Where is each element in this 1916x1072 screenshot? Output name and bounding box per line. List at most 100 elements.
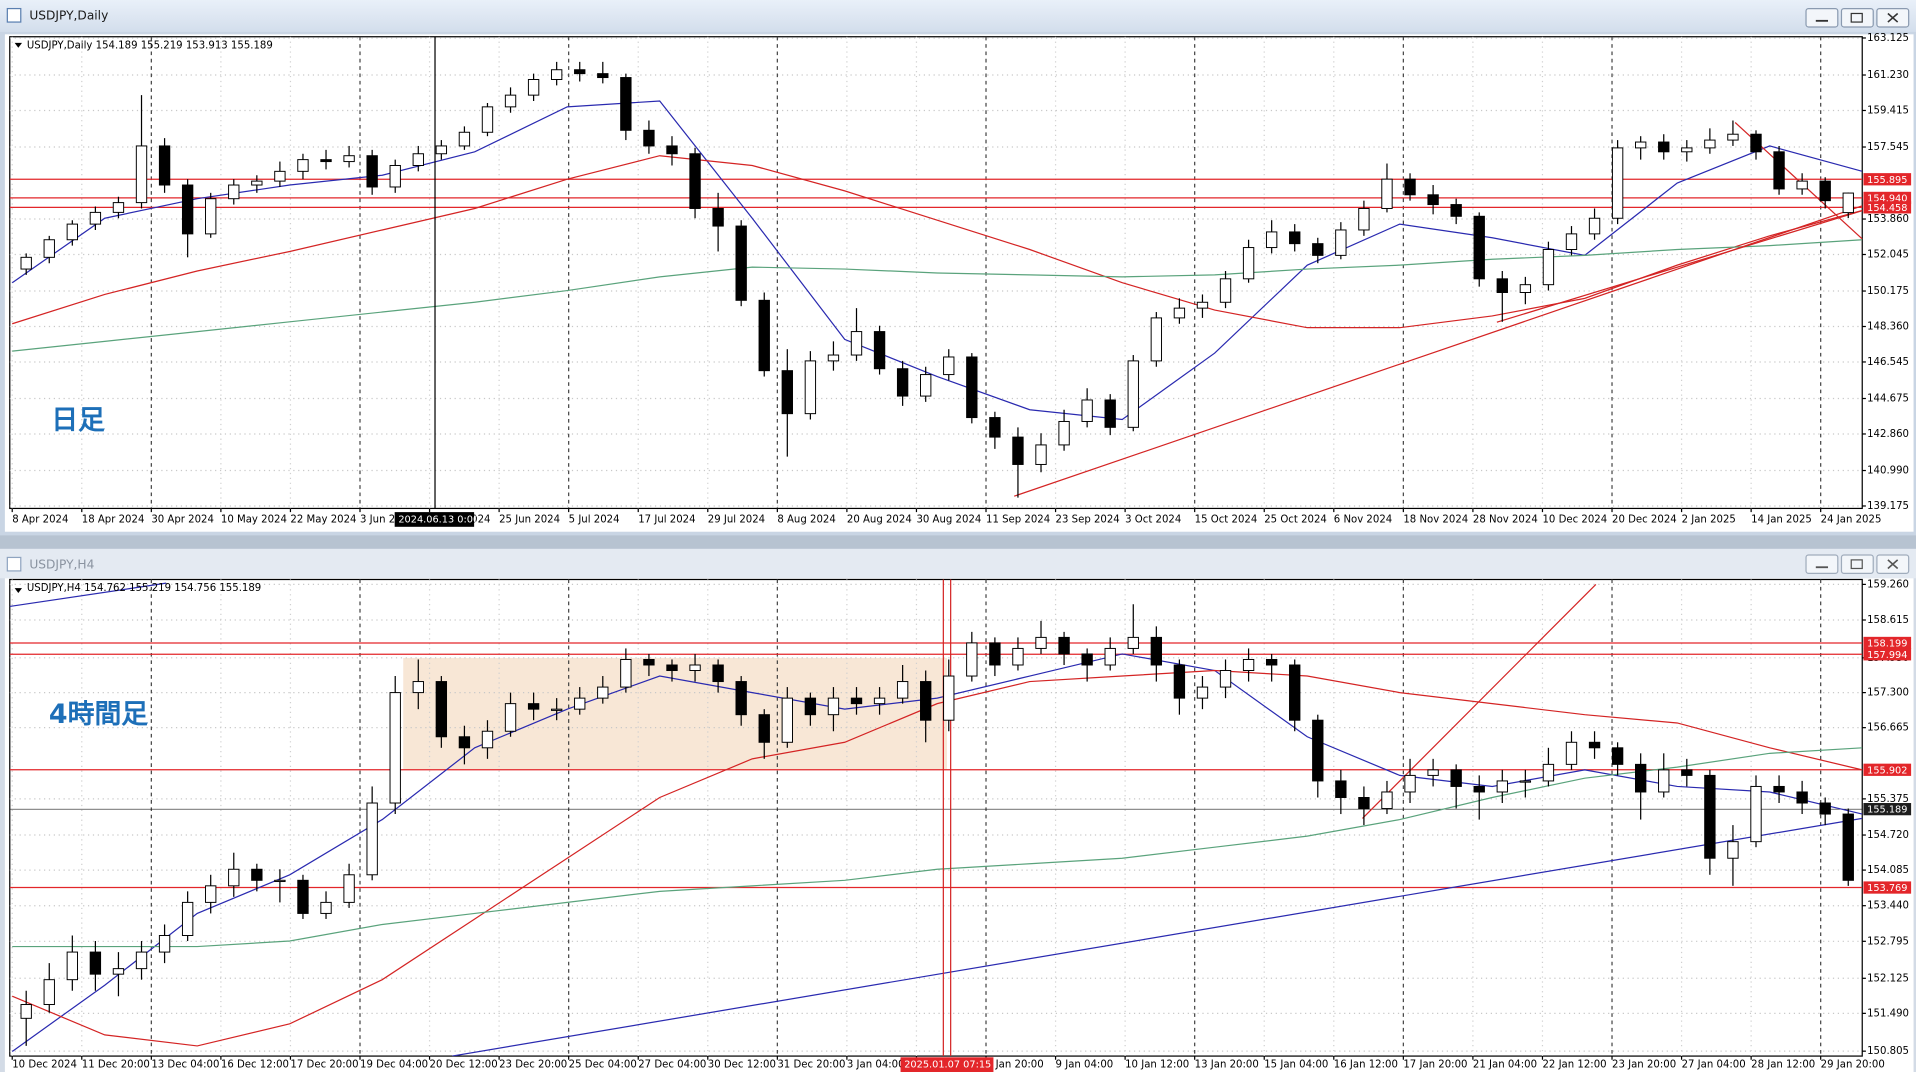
candle-body <box>1173 664 1186 699</box>
restore-button[interactable] <box>1840 7 1874 28</box>
candle-body <box>1150 636 1163 666</box>
x-tick-label: 23 Jan 20:00 <box>1612 1060 1676 1071</box>
x-tick-label: 11 Dec 20:00 <box>82 1060 150 1071</box>
candle-body <box>1173 307 1186 319</box>
candle-body <box>689 153 701 209</box>
candle-body <box>1635 763 1647 793</box>
candle-body <box>758 714 770 743</box>
candle-body <box>228 868 240 887</box>
candle-body <box>643 658 655 666</box>
candle-body <box>1681 147 1693 153</box>
candle-body <box>320 159 332 163</box>
candle-body <box>1750 133 1762 153</box>
x-tick-label: 28 Nov 2024 <box>1473 514 1538 525</box>
candle-body <box>620 77 632 131</box>
x-tick-label: 22 Jan 12:00 <box>1542 1060 1606 1071</box>
minimize-button[interactable] <box>1805 7 1839 28</box>
candle-body <box>827 354 840 362</box>
x-tick-label: 28 Jan 12:00 <box>1751 1060 1815 1071</box>
candle-body <box>1196 686 1209 699</box>
candle-body <box>1035 444 1047 465</box>
moving-average <box>12 747 1863 948</box>
candle-body <box>1242 247 1255 280</box>
candle-body <box>574 69 586 75</box>
candle-body <box>850 331 863 356</box>
x-tick-label: 3 Oct 2024 <box>1125 514 1181 525</box>
candle-body <box>781 697 793 743</box>
candle-body <box>1427 769 1439 776</box>
candle-body <box>205 885 217 903</box>
grid-layer <box>9 579 1863 1057</box>
candle-body <box>435 681 448 738</box>
x-tick-label: 8 Jan 20:00 <box>986 1060 1044 1071</box>
candle-body <box>1819 180 1831 202</box>
candle-body <box>1473 215 1485 280</box>
candle-body <box>574 697 586 710</box>
candle-body <box>597 73 609 79</box>
x-tick-label: 13 Dec 04:00 <box>151 1060 219 1071</box>
candle-body <box>251 180 263 186</box>
candle-body <box>20 1004 32 1019</box>
x-tick-label: 20 Dec 12:00 <box>430 1060 498 1071</box>
close-glyph <box>1887 559 1899 570</box>
price-level-label: 157.994 <box>1867 650 1907 661</box>
candle-body <box>896 368 909 397</box>
candle-body <box>20 256 32 270</box>
x-tick-label: 16 Dec 12:00 <box>221 1060 289 1071</box>
candle-body <box>1381 178 1393 209</box>
candle-body <box>458 131 471 147</box>
moving-average <box>11 669 1863 1047</box>
window-icon <box>6 556 22 572</box>
candle-body <box>920 374 932 397</box>
candle-body <box>89 951 102 975</box>
x-tick-label: 20 Dec 2024 <box>1612 514 1677 525</box>
x-tick-label: 27 Jan 04:00 <box>1682 1060 1746 1071</box>
candle-body <box>712 207 724 227</box>
y-tick-label: 159.415 <box>1867 105 1909 116</box>
x-tick-label: 25 Dec 04:00 <box>569 1060 637 1071</box>
candle-body <box>205 198 217 235</box>
x-tick-label: 17 Jul 2024 <box>638 514 695 525</box>
y-tick-label: 151.490 <box>1867 1008 1909 1019</box>
candle-body <box>920 681 932 721</box>
price-level-label: 154.940 <box>1867 194 1907 205</box>
y-tick-label: 159.260 <box>1867 579 1909 590</box>
candle-body <box>1265 231 1278 249</box>
candle-body <box>1658 141 1670 153</box>
x-tick-label: 20 Aug 2024 <box>847 514 912 525</box>
y-tick-label: 153.440 <box>1867 901 1909 912</box>
x-tick-label: 29 Jul 2024 <box>708 514 765 525</box>
drawings <box>9 579 1863 1057</box>
restore-button[interactable] <box>1840 554 1874 574</box>
candle-body <box>1335 229 1347 256</box>
x-tick-label: 30 Aug 2024 <box>916 514 981 525</box>
candle-body <box>689 664 701 672</box>
candle-body <box>1058 636 1070 655</box>
candle-body <box>1519 780 1532 783</box>
timeframe-annotation: 日足 <box>51 405 105 436</box>
candle-body <box>1796 791 1808 804</box>
y-tick-label: 140.990 <box>1867 466 1909 477</box>
candle-body <box>1611 147 1624 219</box>
candle-body <box>1404 774 1416 793</box>
window-title: USDJPY,H4 <box>29 557 94 571</box>
trend-line <box>452 817 1863 1057</box>
candle-body <box>758 299 770 372</box>
candle-body <box>1565 233 1578 250</box>
candle-body <box>43 239 55 258</box>
candle-body <box>1381 791 1393 810</box>
candle-body <box>1819 802 1831 815</box>
x-tick-label: 5 Jul 2024 <box>569 514 620 525</box>
candle-body <box>989 642 1001 666</box>
candle-body <box>1842 813 1854 881</box>
x-tick-label: 2 Jan 2025 <box>1682 514 1736 525</box>
info-triangle <box>14 42 22 48</box>
candle-body <box>504 703 517 732</box>
candle-body <box>804 360 817 415</box>
candle-body <box>1704 774 1716 859</box>
minimize-button[interactable] <box>1805 554 1839 574</box>
x-tick-label: 16 Jan 12:00 <box>1334 1060 1398 1071</box>
price-level-tag <box>1863 636 1912 650</box>
